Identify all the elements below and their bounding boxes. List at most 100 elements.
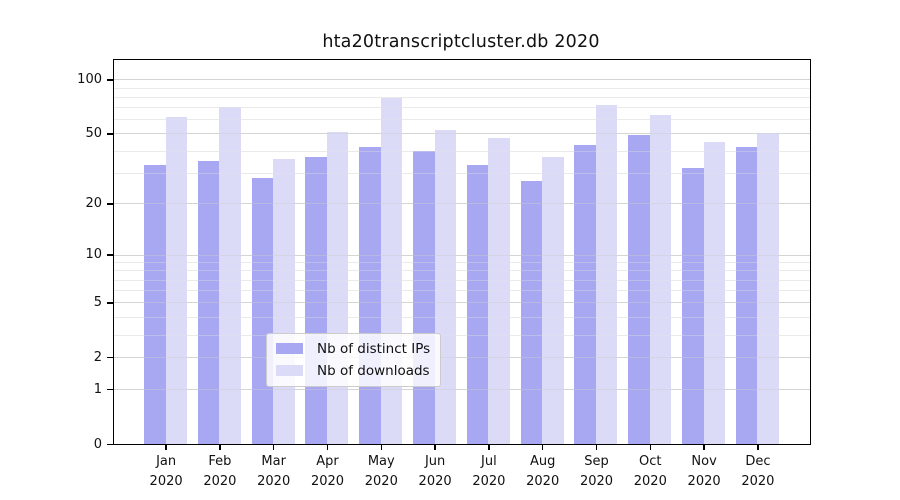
x-tick-label-jul: Jul 2020 xyxy=(472,454,506,490)
bar-jul-downloads xyxy=(488,138,510,444)
bar-oct-downloads xyxy=(649,115,672,444)
legend-item-downloads: Nb of downloads xyxy=(276,361,430,380)
gridline-6 xyxy=(114,290,810,292)
x-tick-label-apr: Apr 2020 xyxy=(310,454,345,490)
x-tick-label-mar: Mar 2020 xyxy=(257,454,291,490)
x-tick-label-jan: Jan 2020 xyxy=(149,454,183,490)
x-tick-mark-apr xyxy=(326,445,329,451)
bar-feb-distinct-ips xyxy=(197,160,220,444)
bar-oct-distinct-ips xyxy=(628,134,650,444)
x-tick-mark-mar xyxy=(273,445,275,451)
y-tick-label-20: 20 xyxy=(85,196,102,211)
gridline-3 xyxy=(114,334,810,336)
gridline-100 xyxy=(114,79,810,81)
y-tick-mark-0 xyxy=(107,443,113,446)
gridline-70 xyxy=(114,107,810,109)
y-tick-label-10: 10 xyxy=(85,247,102,263)
gridline-3 xyxy=(114,334,810,336)
gridline-2 xyxy=(114,357,810,359)
bar-apr-downloads xyxy=(326,131,349,444)
gridline-30 xyxy=(114,172,810,174)
x-tick-label-jun: Jun 2020 xyxy=(418,454,452,490)
gridline-9 xyxy=(114,262,810,264)
gridline-5 xyxy=(114,302,810,304)
y-tick-label-50: 50 xyxy=(85,125,102,141)
x-tick-label-may: May 2020 xyxy=(364,454,398,490)
chart-title: hta20transcriptcluster.db 2020 xyxy=(322,32,600,52)
y-tick-mark-100 xyxy=(107,79,113,81)
y-tick-mark-1 xyxy=(107,389,113,391)
gridline-8 xyxy=(114,270,810,272)
x-tick-label-nov: Nov 2020 xyxy=(687,454,721,490)
bar-jun-distinct-ips xyxy=(413,150,435,444)
gridline-80 xyxy=(114,96,810,98)
gridline-20 xyxy=(114,203,810,205)
distinct-ips-swatch-icon xyxy=(276,343,303,354)
x-tick-mark-nov xyxy=(703,445,705,451)
bar-jul-distinct-ips xyxy=(466,165,489,444)
x-tick-label-feb: Feb 2020 xyxy=(203,454,237,490)
x-tick-label-sep: Sep 2020 xyxy=(579,454,614,490)
bar-sep-downloads xyxy=(595,105,618,444)
bar-jan-downloads xyxy=(165,116,187,444)
legend-label-distinct-ips: Nb of distinct IPs xyxy=(317,340,431,357)
x-tick-mark-feb xyxy=(219,445,221,451)
x-tick-mark-dec xyxy=(757,445,759,451)
gridline-1 xyxy=(114,389,810,391)
gridline-7 xyxy=(114,279,810,281)
gridline-100 xyxy=(114,79,810,81)
y-tick-label-100: 100 xyxy=(77,71,102,87)
bar-jun-downloads xyxy=(434,130,456,444)
y-tick-mark-50 xyxy=(107,133,113,135)
gridline-50 xyxy=(114,133,810,135)
bar-dec-downloads xyxy=(757,133,779,444)
gridline-4 xyxy=(114,316,810,318)
bar-mar-downloads xyxy=(273,158,295,444)
legend: Nb of distinct IPs Nb of downloads xyxy=(266,333,442,387)
gridline-10 xyxy=(114,254,810,256)
gridline-10 xyxy=(114,254,810,256)
y-tick-mark-10 xyxy=(107,254,113,256)
bar-apr-distinct-ips xyxy=(305,156,327,444)
gridline-60 xyxy=(114,119,810,121)
x-tick-mark-aug xyxy=(542,445,544,451)
gridline-90 xyxy=(114,87,810,89)
gridline-9 xyxy=(114,262,810,264)
y-tick-label-1: 1 xyxy=(93,381,102,397)
gridline-2 xyxy=(114,357,810,359)
legend-item-distinct-ips: Nb of distinct IPs xyxy=(276,339,430,358)
gridline-6 xyxy=(114,290,810,292)
gridline-5 xyxy=(114,302,810,304)
legend-label-downloads: Nb of downloads xyxy=(317,362,430,379)
x-tick-mark-oct xyxy=(649,445,651,451)
y-tick-mark-20 xyxy=(107,203,113,205)
gridline-60 xyxy=(114,119,810,121)
bar-mar-distinct-ips xyxy=(251,177,274,444)
plot-area xyxy=(113,59,811,445)
y-tick-mark-5 xyxy=(107,302,113,304)
bar-nov-distinct-ips xyxy=(682,167,704,444)
gridline-4 xyxy=(114,316,810,318)
gridline-20 xyxy=(114,203,810,205)
bar-feb-downloads xyxy=(219,107,241,444)
y-tick-label-2: 2 xyxy=(93,349,102,365)
x-tick-mark-sep xyxy=(595,445,598,451)
gridline-30 xyxy=(114,172,810,174)
bar-aug-distinct-ips xyxy=(520,180,543,444)
gridline-50 xyxy=(114,133,810,135)
gridline-1 xyxy=(114,389,810,391)
gridline-80 xyxy=(114,96,810,98)
gridline-40 xyxy=(114,150,810,152)
bar-jan-distinct-ips xyxy=(144,165,166,444)
gridline-40 xyxy=(114,150,810,152)
x-tick-mark-may xyxy=(380,445,382,451)
x-tick-label-dec: Dec 2020 xyxy=(741,454,775,490)
x-tick-mark-jun xyxy=(434,445,436,451)
bar-sep-distinct-ips xyxy=(574,145,596,444)
bar-aug-downloads xyxy=(542,156,564,444)
bar-may-distinct-ips xyxy=(359,146,381,444)
gridline-70 xyxy=(114,107,810,109)
gridline-7 xyxy=(114,279,810,281)
x-tick-label-aug: Aug 2020 xyxy=(526,454,560,490)
